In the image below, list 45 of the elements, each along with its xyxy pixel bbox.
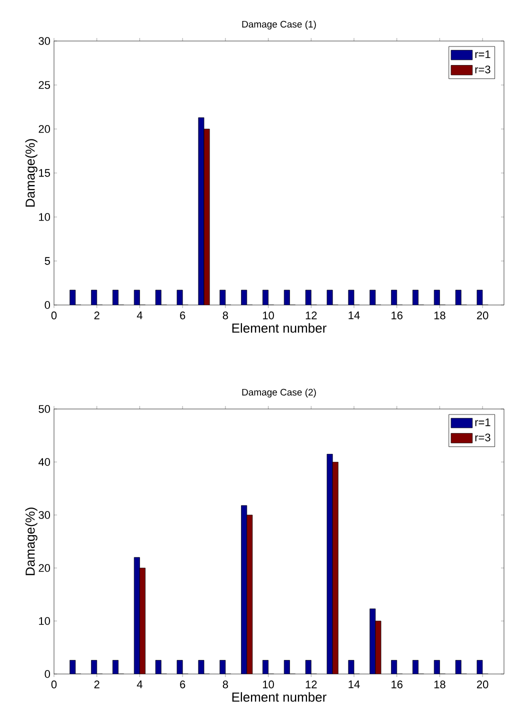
- x-axis-title: Element number: [232, 323, 326, 333]
- x-tick-label: 8: [222, 680, 228, 688]
- x-tick-label: 2: [94, 312, 100, 320]
- legend-label: r=1: [475, 50, 490, 58]
- x-tick-label: 0: [51, 312, 57, 320]
- y-tick-label: 50: [38, 405, 50, 413]
- y-tick-label: 10: [39, 213, 50, 221]
- y-tick-label: 0: [44, 301, 50, 309]
- y-tick-label: 20: [38, 125, 50, 133]
- x-tick-label: 6: [180, 312, 186, 320]
- y-tick-label: 5: [44, 257, 50, 265]
- y-tick-label: 20: [38, 564, 50, 572]
- x-tick-label: 18: [434, 680, 446, 688]
- x-axis-title: Element number: [232, 692, 326, 702]
- y-tick-label: 15: [39, 169, 50, 177]
- y-tick-label: 30: [38, 37, 50, 45]
- y-tick-label: 25: [38, 81, 50, 89]
- x-tick-label: 10: [262, 680, 274, 688]
- x-tick-label: 6: [180, 680, 186, 688]
- y-tick-label: 10: [39, 617, 50, 625]
- x-tick-label: 20: [476, 312, 488, 320]
- x-tick-label: 12: [306, 312, 317, 320]
- x-tick-label: 14: [348, 680, 360, 688]
- chart-title: Damage Case (2): [242, 388, 316, 398]
- x-tick-label: 2: [94, 680, 100, 688]
- legend-label: r=3: [475, 434, 490, 442]
- x-tick-label: 20: [476, 680, 488, 688]
- x-tick-label: 10: [262, 312, 274, 320]
- y-axis-title: Damage(%): [25, 139, 38, 207]
- legend-label: r=1: [475, 418, 490, 426]
- x-tick-label: 16: [392, 312, 402, 320]
- x-tick-label: 18: [434, 312, 446, 320]
- y-tick-label: 40: [38, 458, 50, 466]
- chart-title: Damage Case (1): [242, 20, 316, 30]
- y-tick-label: 0: [44, 670, 50, 678]
- y-axis-title: Damage(%): [25, 508, 38, 576]
- x-tick-label: 12: [306, 680, 317, 688]
- x-tick-label: 0: [51, 680, 57, 688]
- legend-label: r=3: [475, 66, 490, 74]
- x-tick-label: 8: [222, 312, 228, 320]
- y-tick-label: 30: [38, 511, 50, 519]
- x-tick-label: 4: [136, 680, 142, 688]
- x-tick-label: 14: [348, 312, 360, 320]
- x-tick-label: 16: [392, 680, 402, 688]
- x-tick-label: 4: [136, 312, 142, 320]
